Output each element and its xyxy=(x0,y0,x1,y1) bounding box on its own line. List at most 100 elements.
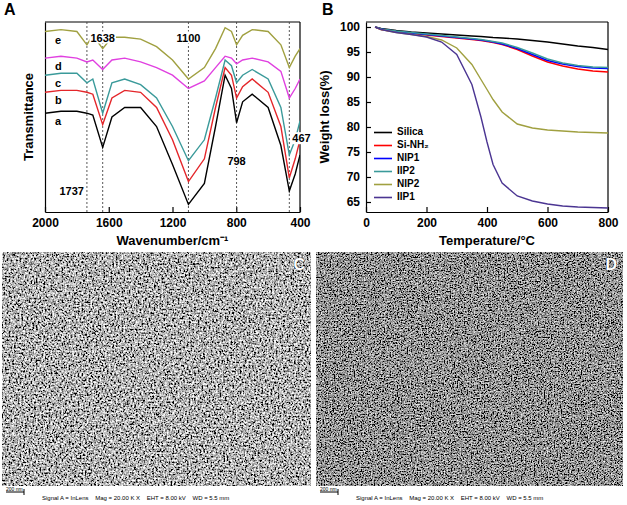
legend-label: NIP1 xyxy=(397,152,420,163)
curve-label: b xyxy=(55,94,62,106)
tick: 80 xyxy=(347,120,371,134)
image-info: Signal A = InLens Mag = 20.00 K X EHT = … xyxy=(356,495,543,501)
label-patch xyxy=(291,132,311,144)
tick-mark xyxy=(426,207,427,212)
series-line xyxy=(45,56,300,98)
scale-bar-end xyxy=(24,489,25,495)
x-axis-title: Temperature/°C xyxy=(439,233,536,248)
tick: 1200 xyxy=(160,207,187,230)
figure: A200016001200800400Wavenumber/cm⁻¹Transm… xyxy=(0,0,627,505)
x-axis: 0 200 400 600 800 xyxy=(363,207,619,230)
scale-bar-label: 200 nm xyxy=(6,486,23,492)
annotation: 1100 xyxy=(177,32,201,44)
label-patch xyxy=(89,32,115,44)
tick-mark xyxy=(366,177,371,178)
tick-label: 100 xyxy=(340,20,360,34)
tick: 200 xyxy=(417,207,437,230)
frame xyxy=(607,22,608,212)
tick-label: 2000 xyxy=(32,216,59,230)
series-line xyxy=(375,27,608,133)
annotation: 467 xyxy=(292,132,310,144)
tick: 800 xyxy=(598,207,618,230)
legend-label: IIP1 xyxy=(397,191,415,202)
tick-mark xyxy=(487,207,488,212)
tick-mark xyxy=(172,207,173,212)
tick: 70 xyxy=(347,170,371,184)
axis-line xyxy=(45,23,46,213)
annotation: 798 xyxy=(227,155,245,167)
y-axis xyxy=(45,23,46,213)
tick: 75 xyxy=(347,145,371,159)
annotation: 1638 xyxy=(90,32,114,44)
tick-mark xyxy=(366,127,371,128)
tick-label: 200 xyxy=(417,216,437,230)
plot-area xyxy=(375,27,608,208)
tick-mark xyxy=(547,207,548,212)
scale-bar xyxy=(6,492,24,493)
series-line xyxy=(375,27,608,208)
legend-swatch xyxy=(374,145,392,147)
tick-mark xyxy=(366,27,371,28)
series-line xyxy=(45,68,300,182)
tick: 400 xyxy=(477,207,497,230)
tick-label: 1600 xyxy=(96,216,123,230)
legend-label: IIP2 xyxy=(397,165,415,176)
guide-line xyxy=(188,22,189,212)
labels: 173716381100798467abcde xyxy=(55,32,312,198)
tick: 90 xyxy=(347,70,371,84)
sem-image xyxy=(316,252,623,486)
legend-swatch xyxy=(374,197,392,199)
tick-label: 400 xyxy=(477,216,497,230)
legend-swatch xyxy=(374,132,392,134)
tick-mark xyxy=(366,77,371,78)
tick-mark xyxy=(109,207,110,212)
tick-label: 80 xyxy=(347,120,361,134)
panel: A200016001200800400Wavenumber/cm⁻¹Transm… xyxy=(4,1,312,248)
scale-bar-end xyxy=(338,489,339,495)
axis-line xyxy=(46,212,301,213)
panel: B 0 200 400 600 800 65 70 75 80 85 90 95 100 Temperatu… xyxy=(317,1,618,248)
sem-panel: C200 nmSignal A = InLens Mag = 20.00 K X… xyxy=(2,252,311,501)
curve-label: c xyxy=(55,77,61,89)
tick-mark xyxy=(366,152,371,153)
x-axis: 2000 1600 1200 800 400 xyxy=(32,207,311,230)
tick-label: 600 xyxy=(538,216,558,230)
tick-label: 65 xyxy=(347,195,361,209)
legend-label: Si-NH₂ xyxy=(397,139,429,150)
legend-swatch xyxy=(374,184,392,186)
curve-label: a xyxy=(55,115,62,127)
series-line xyxy=(375,27,608,50)
y-axis-title: Transmittance xyxy=(21,73,36,161)
tick-label: 90 xyxy=(347,70,361,84)
label-patch xyxy=(176,32,202,44)
tick-label: 800 xyxy=(227,216,247,230)
tick: 600 xyxy=(538,207,558,230)
series-line xyxy=(375,27,608,69)
legend-label: Silica xyxy=(397,126,424,137)
tick: 400 xyxy=(290,207,310,230)
panel-letter: D xyxy=(605,256,617,273)
series-line xyxy=(375,27,608,68)
tick-label: 800 xyxy=(598,216,618,230)
axis-line xyxy=(366,23,367,213)
label-patch xyxy=(58,185,84,197)
legend-swatch xyxy=(374,158,392,160)
tick-mark xyxy=(366,52,371,53)
x-axis-title: Wavenumber/cm⁻¹ xyxy=(117,233,229,248)
legend: SilicaSi-NH₂NIP1IIP2NIP2IIP1 xyxy=(374,126,429,202)
tick-label: 0 xyxy=(363,216,370,230)
y-axis: 65 70 75 80 85 90 95 100 xyxy=(340,20,371,212)
scale-bar-label: 200 nm xyxy=(320,486,337,492)
tick-label: 95 xyxy=(347,45,361,59)
tick-label: 400 xyxy=(290,216,310,230)
panel-letter: C xyxy=(293,256,305,273)
labels: SilicaSi-NH₂NIP1IIP2NIP2IIP1 xyxy=(374,126,429,202)
panel-letter: B xyxy=(322,1,334,18)
tick-label: 75 xyxy=(347,145,361,159)
tick-label: 70 xyxy=(347,170,361,184)
sem-panel: D 200 nm Signal A = InLens Mag = 20.00 K X… xyxy=(316,252,623,501)
tick-label: 1200 xyxy=(160,216,187,230)
tick: 65 xyxy=(347,195,371,209)
label-patch xyxy=(226,155,246,167)
tick: 85 xyxy=(347,95,371,109)
